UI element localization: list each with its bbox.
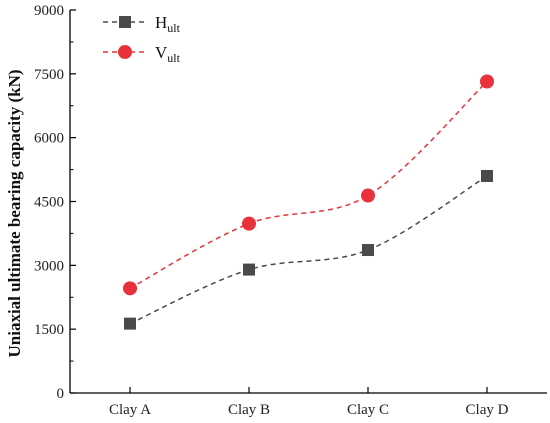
y-axis-title: Uniaxial ultimate bearing capacity (kN) — [5, 69, 24, 357]
y-tick-label: 4500 — [34, 195, 64, 211]
data-point-h-ult — [124, 317, 136, 330]
x-tick-label: Clay C — [347, 402, 389, 418]
legend-marker-v-ult — [118, 45, 132, 59]
legend-label-subscript: ult — [167, 51, 180, 65]
legend-label-h-ult: Hult — [155, 13, 181, 35]
data-point-v-ult — [242, 216, 256, 231]
x-axis-ticks: Clay A Clay B Clay C Clay D — [109, 387, 509, 418]
y-tick-label: 6000 — [34, 131, 64, 147]
y-tick-label: 0 — [57, 386, 65, 402]
y-tick-label: 9000 — [34, 3, 64, 19]
axes — [69, 10, 547, 394]
legend-label-subscript: ult — [167, 21, 180, 35]
data-point-v-ult — [361, 188, 375, 203]
data-point-h-ult — [362, 244, 374, 257]
legend: Hult Vult — [103, 13, 181, 65]
data-point-v-ult — [123, 281, 137, 296]
legend-marker-h-ult — [119, 16, 131, 28]
legend-label-v-ult: Vult — [155, 43, 181, 65]
y-tick-label: 1500 — [34, 322, 64, 338]
series-line-h-ult — [129, 175, 488, 325]
x-tick-label: Clay D — [466, 402, 509, 418]
y-tick-label: 3000 — [34, 258, 64, 274]
y-axis-ticks: 0 1500 3000 4500 6000 7500 9000 — [34, 3, 76, 402]
data-point-v-ult — [480, 74, 494, 89]
x-tick-label: Clay B — [228, 402, 270, 418]
data-point-h-ult — [481, 169, 493, 182]
series-layer — [123, 74, 494, 330]
data-point-h-ult — [243, 263, 255, 276]
y-tick-label: 7500 — [34, 67, 64, 83]
series-line-v-ult — [129, 80, 488, 289]
x-tick-label: Clay A — [109, 402, 151, 418]
